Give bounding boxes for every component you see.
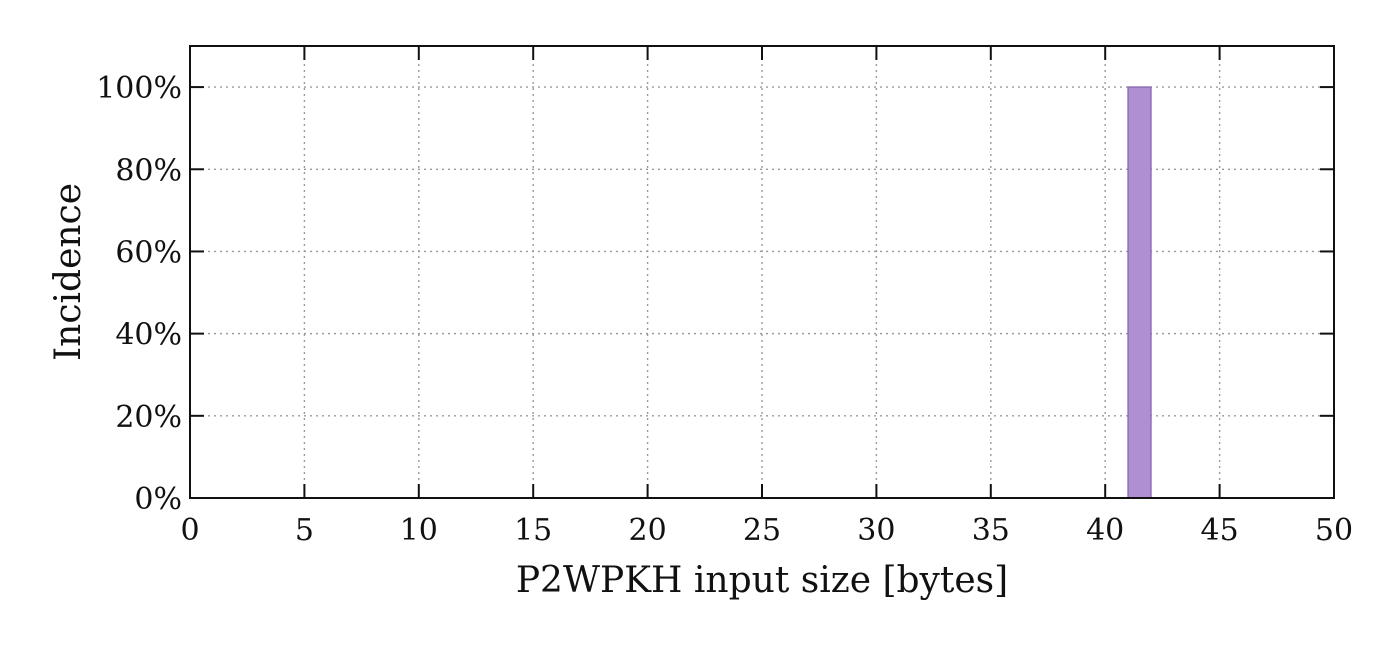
y-tick-labels: 0% 20% 40% 60% 80% 100% <box>96 71 182 517</box>
y-tick-label: 0% <box>134 482 182 517</box>
x-tick-label: 35 <box>972 513 1010 548</box>
y-tick-label: 40% <box>115 318 182 353</box>
y-tick-label: 80% <box>115 153 182 188</box>
x-tick-label: 50 <box>1315 513 1353 548</box>
x-axis-label: P2WPKH input size [bytes] <box>516 560 1008 601</box>
tick-marks <box>189 46 1335 499</box>
grid-lines <box>190 46 1334 498</box>
x-tick-label: 30 <box>857 513 895 548</box>
y-axis-label: Incidence <box>48 183 89 361</box>
y-tick-label: 100% <box>96 71 182 106</box>
x-tick-label: 45 <box>1201 513 1239 548</box>
x-tick-label: 25 <box>743 513 781 548</box>
bar-41 <box>1127 86 1152 499</box>
x-tick-label: 10 <box>400 513 438 548</box>
bars <box>1127 86 1152 499</box>
x-tick-label: 0 <box>180 513 199 548</box>
x-tick-label: 20 <box>629 513 667 548</box>
y-tick-label: 60% <box>115 235 182 270</box>
x-tick-label: 5 <box>295 513 314 548</box>
x-tick-label: 15 <box>514 513 552 548</box>
x-tick-labels: 0 5 10 15 20 25 30 35 40 45 50 <box>180 513 1353 548</box>
y-tick-label: 20% <box>115 400 182 435</box>
x-tick-label: 40 <box>1086 513 1124 548</box>
